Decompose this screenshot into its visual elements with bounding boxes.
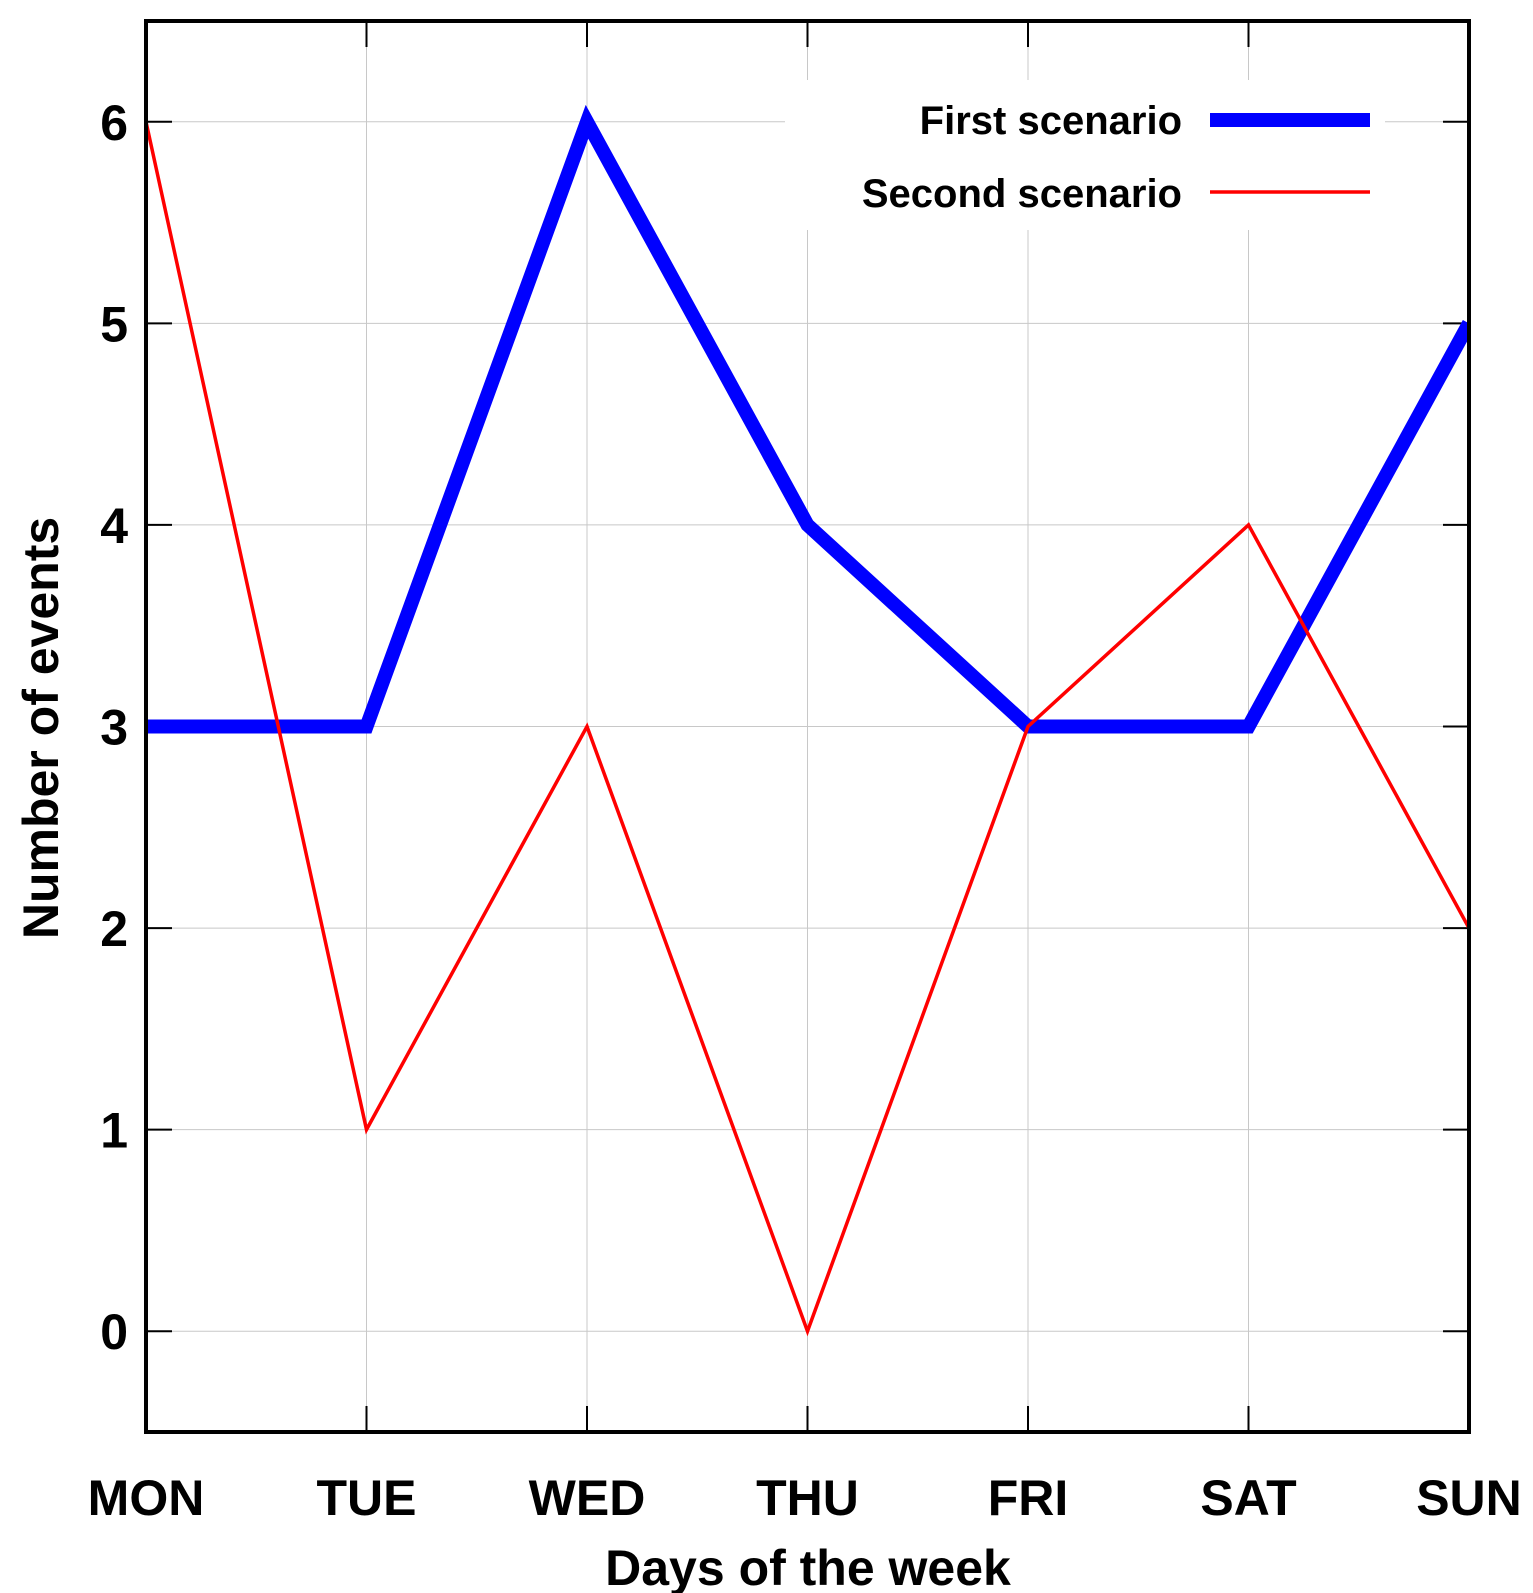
y-tick-label: 1 bbox=[100, 1103, 128, 1159]
x-tick-label-mon: MON bbox=[88, 1470, 205, 1526]
plot-frame bbox=[144, 19, 1471, 1434]
y-tick-label: 0 bbox=[100, 1304, 128, 1360]
legend-label-first-scenario: First scenario bbox=[920, 99, 1182, 143]
x-tick-label-thu: THU bbox=[756, 1470, 859, 1526]
legend: First scenario Second scenario bbox=[785, 80, 1385, 230]
y-tick-label: 6 bbox=[100, 95, 128, 151]
x-tick-label-sun: SUN bbox=[1416, 1470, 1522, 1526]
x-axis-ticks: MON TUE WED THU FRI SAT SUN bbox=[88, 21, 1522, 1526]
y-axis-ticks: 0 1 2 3 4 5 6 bbox=[100, 95, 1469, 1360]
y-tick-label: 4 bbox=[100, 498, 128, 554]
y-tick-label: 3 bbox=[100, 700, 128, 756]
x-tick-label-fri: FRI bbox=[988, 1470, 1069, 1526]
x-axis-label: Days of the week bbox=[605, 1540, 1011, 1593]
x-tick-label-tue: TUE bbox=[317, 1470, 417, 1526]
y-tick-label: 2 bbox=[100, 901, 128, 957]
x-tick-label-sat: SAT bbox=[1200, 1470, 1296, 1526]
legend-background bbox=[785, 80, 1385, 230]
x-tick-label-wed: WED bbox=[529, 1470, 646, 1526]
y-axis-label: Number of events bbox=[13, 517, 69, 939]
legend-label-second-scenario: Second scenario bbox=[862, 172, 1182, 216]
y-tick-label: 5 bbox=[100, 296, 128, 352]
